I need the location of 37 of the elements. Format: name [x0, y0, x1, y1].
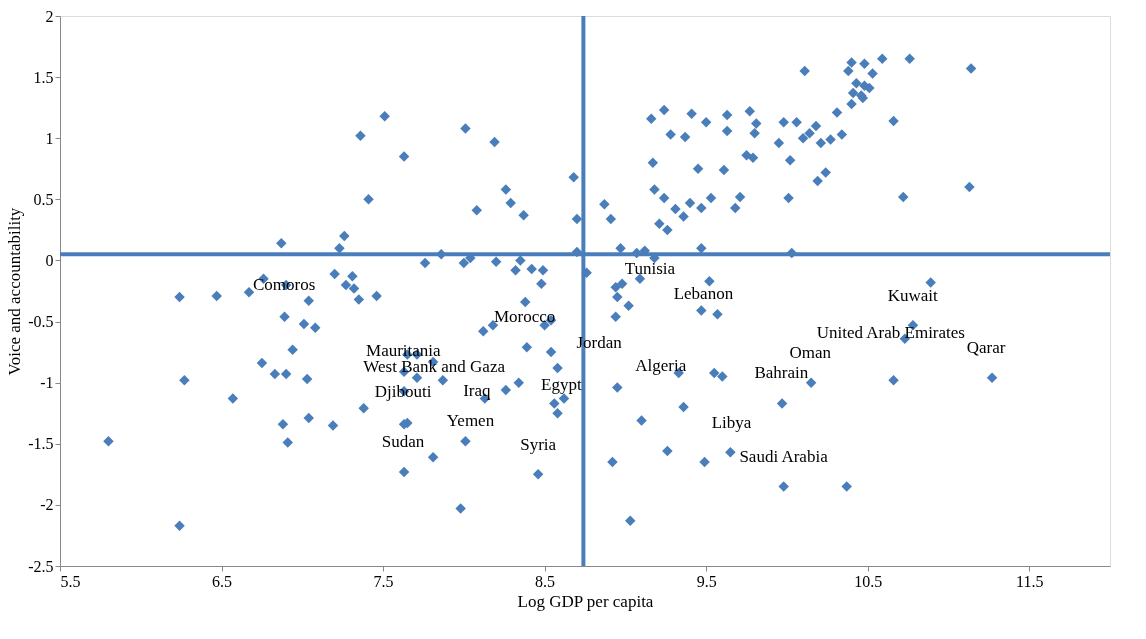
annotation: Iraq	[463, 380, 492, 400]
annotation: Sudan	[381, 432, 425, 452]
y-tick-label: -2.5	[28, 557, 54, 575]
y-tick-label: -0.5	[28, 313, 54, 331]
annotation: Algeria	[635, 355, 687, 375]
y-tick-label: 1.5	[33, 68, 54, 86]
annotation: Lebanon	[673, 284, 734, 304]
y-axis-title: Voice and accountability	[5, 207, 25, 376]
annotation: Qarar	[966, 337, 1006, 357]
annotation: Egypt	[541, 375, 582, 395]
x-tick-label: 6.5	[212, 572, 233, 590]
annotation: United Arab Emirates	[816, 322, 965, 342]
annotation: Djibouti	[374, 382, 432, 402]
annotation: Mauritania	[366, 340, 442, 360]
y-tick-label: 1	[45, 129, 54, 147]
annotation: Oman	[789, 342, 832, 362]
x-tick-label: 7.5	[373, 572, 394, 590]
annotation: Bahrain	[754, 362, 809, 382]
y-tick-label: 0.5	[33, 190, 54, 208]
annotation: Libya	[711, 413, 752, 433]
x-tick-label: 8.5	[535, 572, 556, 590]
annotation: Morocco	[493, 307, 556, 327]
y-tick-label: -2	[40, 496, 54, 514]
y-tick-label: -1	[40, 374, 54, 392]
y-tick-label: 2	[45, 7, 54, 25]
x-tick-label: 11.5	[1016, 572, 1044, 590]
annotation: Tunisia	[624, 258, 676, 278]
y-tick-label: -1.5	[28, 435, 54, 453]
annotation: Syria	[520, 435, 557, 455]
x-tick-label: 10.5	[854, 572, 883, 590]
annotation: Kuwait	[887, 286, 938, 306]
x-tick-label: 9.5	[696, 572, 717, 590]
x-tick-label: 5.5	[60, 572, 81, 590]
x-axis-title: Log GDP per capita	[517, 591, 654, 611]
annotation: Saudi Arabia	[739, 447, 829, 467]
annotation: Yemen	[446, 411, 495, 431]
y-tick-label: 0	[45, 251, 54, 269]
